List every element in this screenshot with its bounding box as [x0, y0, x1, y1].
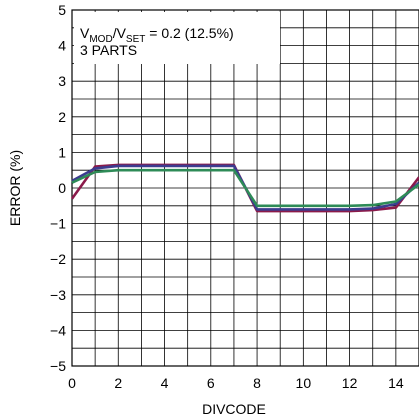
x-tick-label: 8: [253, 375, 261, 391]
x-tick-label: 0: [68, 375, 76, 391]
annotation: VMOD/VSET = 0.2 (12.5%) 3 PARTS: [74, 12, 280, 64]
y-tick-label: −1: [50, 216, 66, 232]
x-axis-title: DIVCODE: [202, 401, 266, 417]
y-tick-label: 3: [58, 73, 66, 89]
x-tick-label: 2: [114, 375, 122, 391]
y-tick-label: 4: [58, 38, 66, 54]
y-tick-label: 2: [58, 109, 66, 125]
y-tick-label: −3: [50, 287, 66, 303]
y-axis-title: ERROR (%): [7, 150, 23, 226]
annotation-line1: VMOD/VSET = 0.2 (12.5%): [80, 25, 234, 45]
y-tick-label: 5: [58, 2, 66, 18]
x-tick-label: 10: [296, 375, 312, 391]
plot-frame: [71, 9, 419, 367]
y-tick-label: −4: [50, 322, 66, 338]
series-line-3: [71, 168, 419, 208]
x-tick-label: 12: [342, 375, 358, 391]
annotation-sub-set: SET: [126, 34, 145, 45]
y-tick-label: −2: [50, 251, 66, 267]
series-group: [70, 163, 419, 213]
y-tick-label: 0: [58, 180, 66, 196]
annotation-v1: V: [80, 25, 90, 41]
annotation-box: [74, 12, 280, 64]
y-tick-label: −5: [50, 358, 66, 374]
annotation-line2: 3 PARTS: [80, 42, 137, 58]
y-tick-label: 1: [58, 144, 66, 160]
x-tick-label: 14: [388, 375, 404, 391]
annotation-ratio: = 0.2 (12.5%): [145, 25, 233, 41]
annotation-v2: /V: [113, 25, 127, 41]
annotation-sub-mod: MOD: [89, 34, 112, 45]
x-tick-label: 6: [207, 375, 215, 391]
x-tick-label: 4: [161, 375, 169, 391]
